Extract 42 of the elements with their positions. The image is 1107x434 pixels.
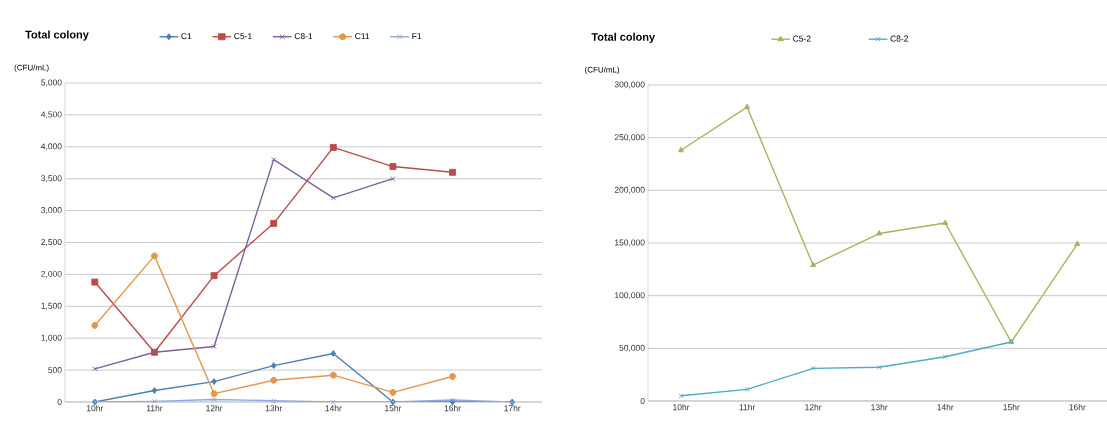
legend-label: C8-1: [294, 33, 313, 40]
y-tick-label: 5,000: [41, 79, 62, 87]
y-tick-label: 4,000: [40, 143, 62, 151]
y-tick-label: 100,000: [615, 292, 645, 300]
y-tick-label: 250,000: [614, 134, 645, 142]
legend-label: C8-2: [890, 35, 908, 42]
y-tick-label: 2,500: [41, 239, 62, 246]
legend-label: C5-1: [234, 33, 252, 40]
x-tick-label: 14hr: [937, 404, 954, 411]
legend-label: C5-2: [793, 35, 811, 42]
legend-label: F1: [412, 33, 422, 40]
x-tick-label: 11hr: [739, 404, 756, 411]
legend-label: C11: [355, 33, 370, 40]
x-tick-label: 13hr: [871, 404, 888, 411]
x-tick-label: 13hr: [265, 405, 283, 412]
y-tick-label: 200,000: [614, 186, 645, 194]
x-tick-label: 11hr: [146, 405, 163, 412]
y-tick-label: 0: [57, 398, 62, 405]
x-tick-label: 17hr: [504, 405, 521, 412]
x-tick-label: 10hr: [673, 404, 690, 411]
chart-title: Total colony: [25, 30, 89, 41]
x-tick-label: 12hr: [805, 404, 822, 411]
y-tick-label: 4,500: [40, 111, 62, 119]
y-tick-label: 500: [48, 367, 62, 374]
y-tick-label: 2,000: [41, 270, 62, 278]
x-tick-label: 15hr: [385, 405, 402, 412]
y-tick-label: 3,000: [41, 207, 62, 215]
x-tick-label: 14hr: [325, 405, 342, 412]
y-tick-label: 1,500: [41, 302, 62, 310]
x-tick-label: 10hr: [86, 405, 104, 412]
y-tick-label: 150,000: [615, 239, 645, 247]
y-tick-label: 1,000: [41, 334, 62, 342]
chart-title: Total colony: [591, 32, 656, 44]
x-tick-label: 16hr: [1069, 404, 1086, 411]
y-tick-label: 300,000: [614, 81, 645, 89]
x-tick-label: 16hr: [444, 405, 461, 412]
x-tick-label: 12hr: [206, 405, 223, 412]
legend-label: C1: [181, 33, 192, 40]
y-tick-label: 50,000: [619, 344, 645, 352]
y-tick-label: 3,500: [41, 175, 62, 183]
x-tick-label: 15hr: [1003, 404, 1020, 411]
y-tick-label: 0: [640, 397, 645, 404]
